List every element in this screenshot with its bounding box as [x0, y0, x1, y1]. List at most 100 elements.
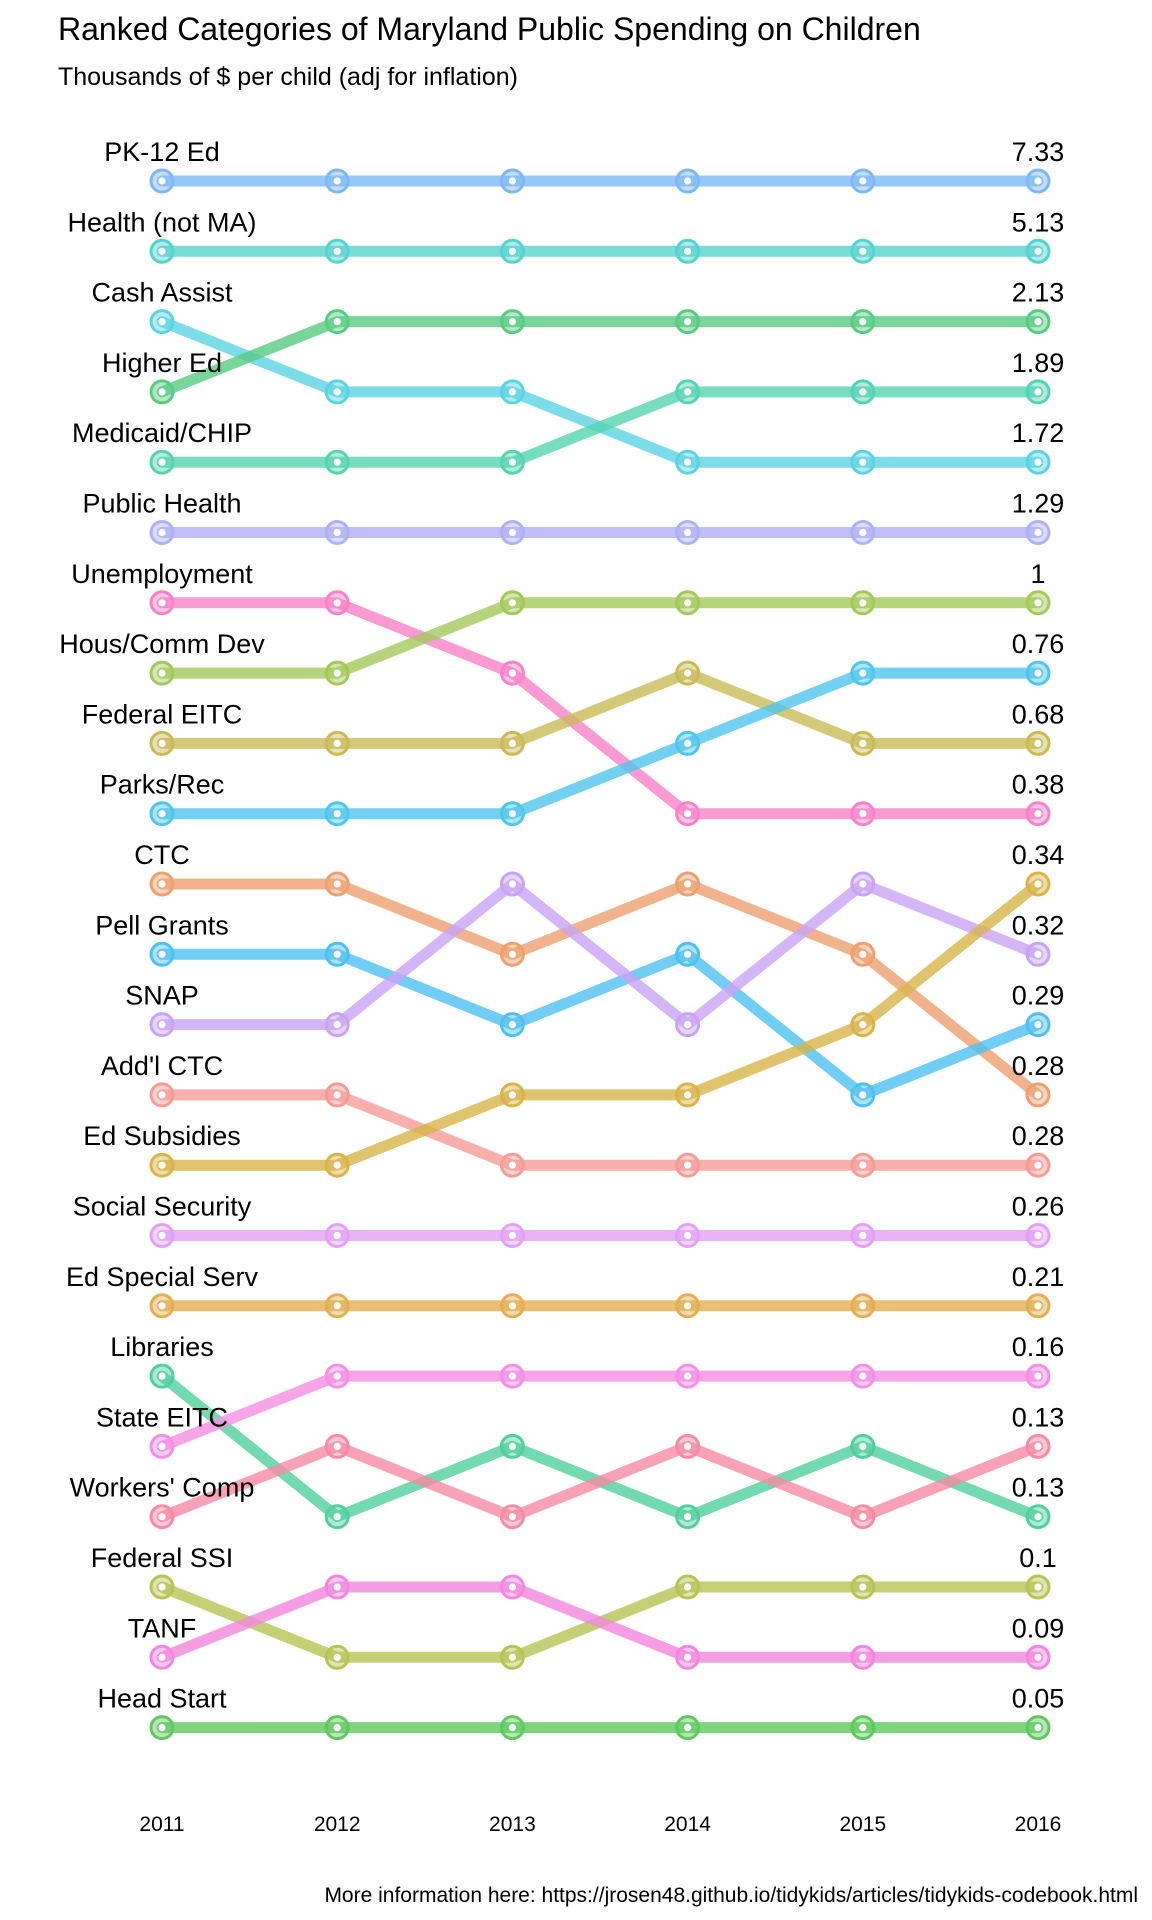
series-point: [850, 1293, 876, 1319]
series-point: [499, 379, 525, 405]
series-point: [324, 1152, 350, 1178]
series-point: [1025, 168, 1051, 194]
rank-label: State EITC: [96, 1402, 228, 1432]
series-point: [324, 730, 350, 756]
series-point: [499, 309, 525, 335]
series-point: [1025, 309, 1051, 335]
series-point: [850, 1012, 876, 1038]
rank-label: Medicaid/CHIP: [72, 418, 252, 448]
series-point: [149, 1644, 175, 1670]
series-point: [850, 1082, 876, 1108]
series-line-7: [156, 597, 1044, 679]
end-value-label: 1.29: [1012, 489, 1065, 519]
series-point: [850, 449, 876, 475]
series-point: [1025, 660, 1051, 686]
x-axis-ticks: 2011 2012 2013 2014 2015 2016: [139, 1813, 1061, 1836]
series-point: [149, 1574, 175, 1600]
series-point: [149, 941, 175, 967]
series-point: [675, 1082, 701, 1108]
series-point: [324, 1504, 350, 1530]
x-tick-label: 2011: [139, 1813, 184, 1836]
series-point: [149, 1363, 175, 1389]
series-point: [499, 801, 525, 827]
series-point: [850, 520, 876, 545]
rank-label: Add'l CTC: [101, 1051, 223, 1081]
rank-label: Parks/Rec: [100, 770, 225, 800]
x-tick-label: 2014: [664, 1813, 711, 1836]
chart-caption: More information here: https://jrosen48.…: [324, 1884, 1138, 1907]
series-point: [675, 309, 701, 335]
series-point: [675, 941, 701, 967]
series-point: [499, 730, 525, 756]
series-point: [499, 871, 525, 897]
rank-label: CTC: [134, 840, 190, 870]
rank-label: Workers' Comp: [70, 1473, 255, 1503]
series-line-18: [156, 1370, 1044, 1452]
series-point: [499, 1152, 525, 1178]
x-tick-label: 2016: [1015, 1813, 1062, 1836]
end-value-label: 1.72: [1012, 418, 1065, 448]
end-value-label: 0.21: [1012, 1262, 1065, 1292]
series-point: [850, 168, 876, 194]
series-point: [149, 1433, 175, 1459]
series-point: [1025, 1012, 1051, 1038]
end-value-label: 1.89: [1012, 348, 1065, 378]
series-point: [324, 590, 350, 616]
series-point: [675, 1574, 701, 1600]
series-point: [675, 1293, 701, 1319]
series-point: [499, 520, 525, 545]
series-point: [324, 1223, 350, 1248]
series-point: [324, 871, 350, 897]
series-point: [1025, 1293, 1051, 1319]
end-value-label: 0.13: [1012, 1402, 1065, 1432]
end-value-label: 0.13: [1012, 1473, 1065, 1503]
end-value-label: 0.38: [1012, 770, 1065, 800]
series-point: [1025, 730, 1051, 756]
series-point: [850, 379, 876, 405]
rank-label: Higher Ed: [102, 348, 222, 378]
series-point: [850, 1574, 876, 1600]
rank-label: Ed Subsidies: [83, 1121, 241, 1151]
series-point: [850, 660, 876, 686]
series-point: [850, 309, 876, 335]
x-tick-label: 2015: [839, 1813, 886, 1836]
rank-label: Hous/Comm Dev: [59, 629, 265, 659]
series-point: [499, 1574, 525, 1600]
end-value-label: 0.68: [1012, 699, 1065, 729]
series-point: [499, 1504, 525, 1530]
series-line-13: [156, 1089, 1044, 1171]
series-points: [149, 168, 1051, 1741]
chart-subtitle: Thousands of $ per child (adj for inflat…: [58, 63, 518, 91]
series-point: [499, 1082, 525, 1108]
series-point: [499, 449, 525, 475]
series-point: [675, 1012, 701, 1038]
series-point: [499, 1433, 525, 1459]
series-point: [1025, 871, 1051, 897]
end-value-label: 0.09: [1012, 1613, 1065, 1643]
series-point: [675, 871, 701, 897]
rank-label: PK-12 Ed: [104, 137, 220, 167]
series-point: [1025, 1082, 1051, 1108]
series-point: [850, 1363, 876, 1389]
series-point: [1025, 941, 1051, 967]
series-point: [1025, 1574, 1051, 1600]
series-point: [324, 1293, 350, 1319]
series-point: [149, 871, 175, 897]
series-line-9: [156, 667, 1044, 820]
series-point: [149, 730, 175, 756]
series-point: [499, 660, 525, 686]
series-point: [499, 1293, 525, 1319]
series-point: [149, 520, 175, 545]
series-point: [499, 590, 525, 616]
series-point: [850, 1433, 876, 1459]
series-point: [149, 1223, 175, 1248]
series-line-21: [156, 1581, 1044, 1663]
series-point: [324, 238, 350, 264]
rank-label: Federal SSI: [91, 1543, 234, 1573]
end-value-label: 1: [1030, 559, 1045, 589]
series-point: [675, 1223, 701, 1248]
end-value-label: 0.34: [1012, 840, 1065, 870]
series-point: [1025, 1223, 1051, 1248]
series-point: [324, 309, 350, 335]
